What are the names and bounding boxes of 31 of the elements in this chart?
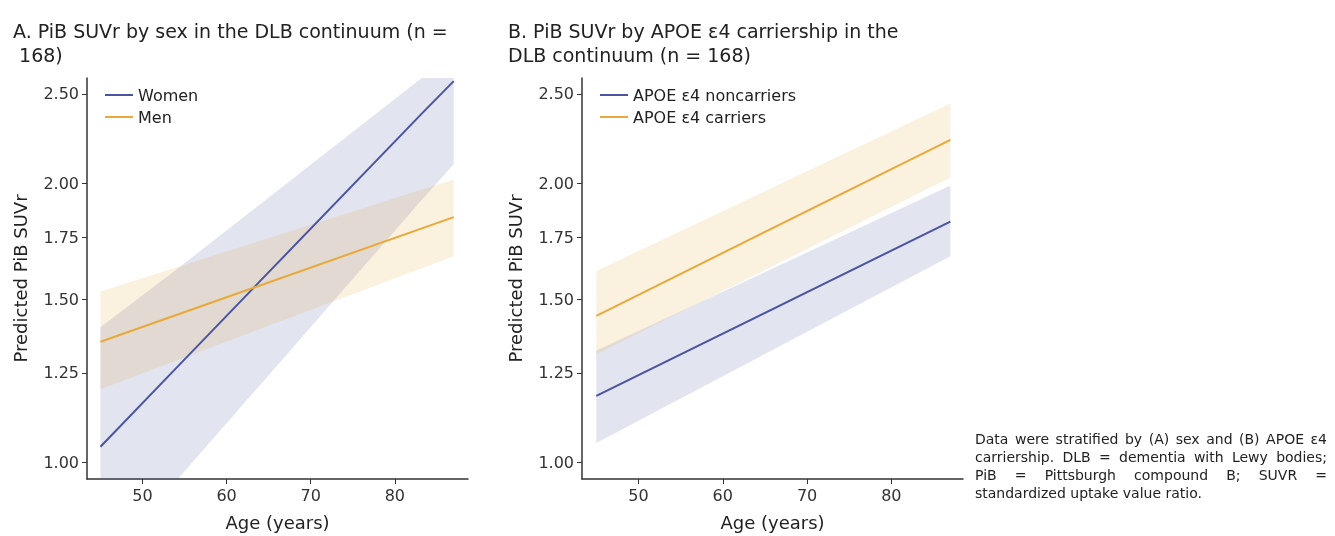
legend-label: Women — [138, 85, 199, 105]
y-tick-label: 2.00 — [538, 174, 574, 194]
y-tick-label: 1.00 — [538, 453, 574, 473]
chart-title: A. PiB SUVr by sex in the DLB continuum (n = 168) — [13, 20, 448, 66]
x-axis-title: Age (years) — [720, 511, 825, 533]
legend-label: APOE ε4 noncarriers — [633, 85, 797, 105]
y-tick-label: 2.00 — [43, 174, 79, 194]
y-tick-label: 2.50 — [43, 84, 79, 104]
y-tick-label: 1.00 — [43, 453, 79, 473]
y-tick-label: 1.50 — [538, 289, 574, 309]
x-tick-label: 50 — [628, 485, 649, 505]
y-tick-label: 1.50 — [43, 289, 79, 309]
x-tick-label: 80 — [384, 485, 406, 505]
x-axis-title: Age (years) — [225, 511, 330, 533]
x-tick-label: 50 — [132, 485, 153, 505]
x-tick-label: 70 — [796, 485, 818, 505]
legend-label: APOE ε4 carriers — [633, 107, 766, 127]
y-axis-title: Predicted PiB SUVr — [504, 193, 526, 363]
legend-label: Men — [138, 107, 172, 127]
y-tick-label: 1.75 — [43, 227, 79, 247]
x-tick-label: 60 — [216, 485, 237, 505]
x-tick-label: 80 — [881, 485, 902, 505]
y-axis-title: Predicted PiB SUVr — [9, 193, 31, 363]
y-tick-label: 2.50 — [538, 84, 574, 104]
chart-title: B. PiB SUVr by APOE ε4 carriership in the DLB continuum (n = 168) — [508, 20, 905, 66]
x-tick-label: 70 — [300, 485, 321, 505]
text: Data were stratified by (A) sex and (B) APOE ε4 carriership. DLB = dementia with Lewy bodies; PiB = Pittsburgh compound B; SUVR = standardized uptake value ratio. — [975, 430, 1327, 502]
y-tick-label: 1.25 — [538, 363, 574, 383]
y-tick-label: 1.75 — [538, 227, 574, 247]
y-tick-label: 1.25 — [43, 363, 79, 383]
x-tick-label: 60 — [712, 485, 733, 505]
